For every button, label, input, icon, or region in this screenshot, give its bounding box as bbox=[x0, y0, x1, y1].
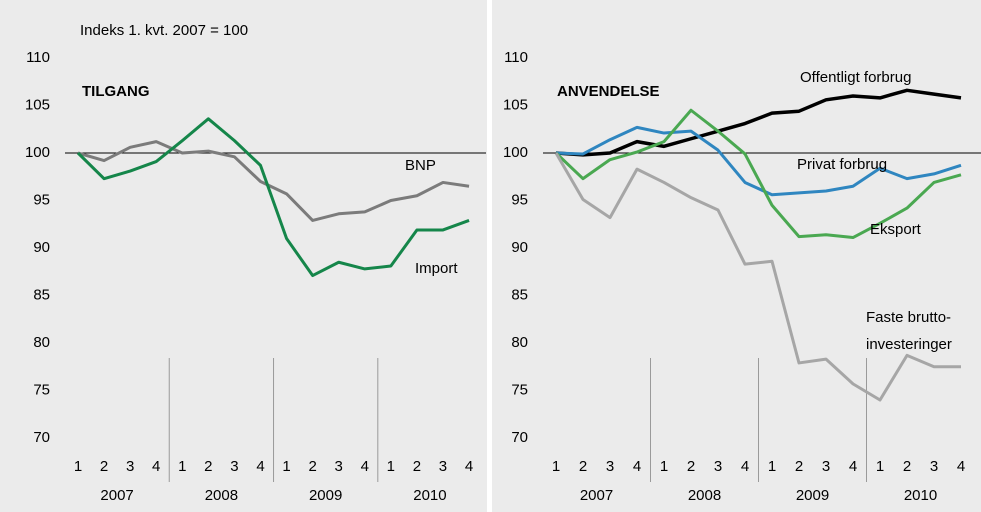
x-tick-label: 4 bbox=[741, 458, 749, 475]
y-tick-label: 80 bbox=[511, 334, 528, 351]
series-label: Privat forbrug bbox=[797, 156, 888, 173]
x-tick-label: 1 bbox=[282, 458, 290, 475]
x-tick-label: 3 bbox=[335, 458, 343, 475]
year-label: 2007 bbox=[100, 487, 133, 504]
x-tick-label: 2 bbox=[795, 458, 803, 475]
x-tick-label: 2 bbox=[579, 458, 587, 475]
y-tick-label: 90 bbox=[33, 239, 50, 256]
x-tick-label: 2 bbox=[687, 458, 695, 475]
year-label: 2008 bbox=[205, 487, 238, 504]
x-tick-label: 4 bbox=[957, 458, 965, 475]
y-tick-label: 95 bbox=[33, 191, 50, 208]
panel-divider bbox=[487, 0, 492, 512]
x-tick-label: 3 bbox=[930, 458, 938, 475]
year-label: 2009 bbox=[796, 487, 829, 504]
series-label: Import bbox=[415, 260, 458, 277]
x-tick-label: 4 bbox=[361, 458, 369, 475]
x-tick-label: 4 bbox=[152, 458, 160, 475]
year-label: 2009 bbox=[309, 487, 342, 504]
x-tick-label: 1 bbox=[660, 458, 668, 475]
year-label: 2007 bbox=[580, 487, 613, 504]
y-tick-label: 105 bbox=[25, 96, 50, 113]
series-label: BNP bbox=[405, 157, 436, 174]
x-tick-label: 2 bbox=[100, 458, 108, 475]
x-tick-label: 1 bbox=[387, 458, 395, 475]
series-line bbox=[77, 140, 470, 222]
x-tick-label: 3 bbox=[714, 458, 722, 475]
y-tick-label: 100 bbox=[503, 144, 528, 161]
x-tick-label: 1 bbox=[876, 458, 884, 475]
y-tick-label: 95 bbox=[511, 191, 528, 208]
series-line bbox=[555, 125, 962, 197]
panel-title: TILGANG bbox=[82, 83, 150, 100]
x-tick-label: 4 bbox=[633, 458, 641, 475]
y-tick-label: 85 bbox=[33, 286, 50, 303]
y-tick-label: 80 bbox=[33, 334, 50, 351]
x-tick-label: 4 bbox=[465, 458, 473, 475]
y-tick-label: 105 bbox=[503, 96, 528, 113]
x-tick-label: 2 bbox=[413, 458, 421, 475]
x-tick-label: 1 bbox=[552, 458, 560, 475]
x-tick-label: 1 bbox=[768, 458, 776, 475]
series-label: Eksport bbox=[870, 221, 921, 238]
year-label: 2010 bbox=[413, 487, 446, 504]
series-label: Faste brutto- investeringer bbox=[866, 309, 952, 353]
series-line bbox=[76, 117, 470, 278]
y-tick-label: 85 bbox=[511, 286, 528, 303]
x-tick-label: 2 bbox=[204, 458, 212, 475]
year-label: 2008 bbox=[688, 487, 721, 504]
y-tick-label: 75 bbox=[33, 381, 50, 398]
x-tick-label: 1 bbox=[178, 458, 186, 475]
x-tick-label: 1 bbox=[74, 458, 82, 475]
series-label: Offentligt forbrug bbox=[800, 69, 912, 86]
x-tick-label: 2 bbox=[903, 458, 911, 475]
year-label: 2010 bbox=[904, 487, 937, 504]
y-tick-label: 100 bbox=[25, 144, 50, 161]
x-tick-label: 3 bbox=[439, 458, 447, 475]
series-line bbox=[554, 108, 962, 240]
x-tick-label: 3 bbox=[822, 458, 830, 475]
subtitle: Indeks 1. kvt. 2007 = 100 bbox=[80, 22, 248, 39]
y-tick-label: 110 bbox=[26, 49, 50, 66]
x-tick-label: 3 bbox=[230, 458, 238, 475]
y-tick-label: 75 bbox=[511, 381, 528, 398]
y-tick-label: 110 bbox=[504, 49, 528, 66]
series-line bbox=[555, 88, 962, 157]
panel-title: ANVENDELSE bbox=[557, 83, 660, 100]
series-line bbox=[554, 152, 961, 402]
y-tick-label: 70 bbox=[511, 429, 528, 446]
x-tick-label: 4 bbox=[256, 458, 264, 475]
x-tick-label: 3 bbox=[606, 458, 614, 475]
y-tick-label: 70 bbox=[33, 429, 50, 446]
x-tick-label: 3 bbox=[126, 458, 134, 475]
x-tick-label: 2 bbox=[308, 458, 316, 475]
x-tick-label: 4 bbox=[849, 458, 857, 475]
y-tick-label: 90 bbox=[511, 239, 528, 256]
